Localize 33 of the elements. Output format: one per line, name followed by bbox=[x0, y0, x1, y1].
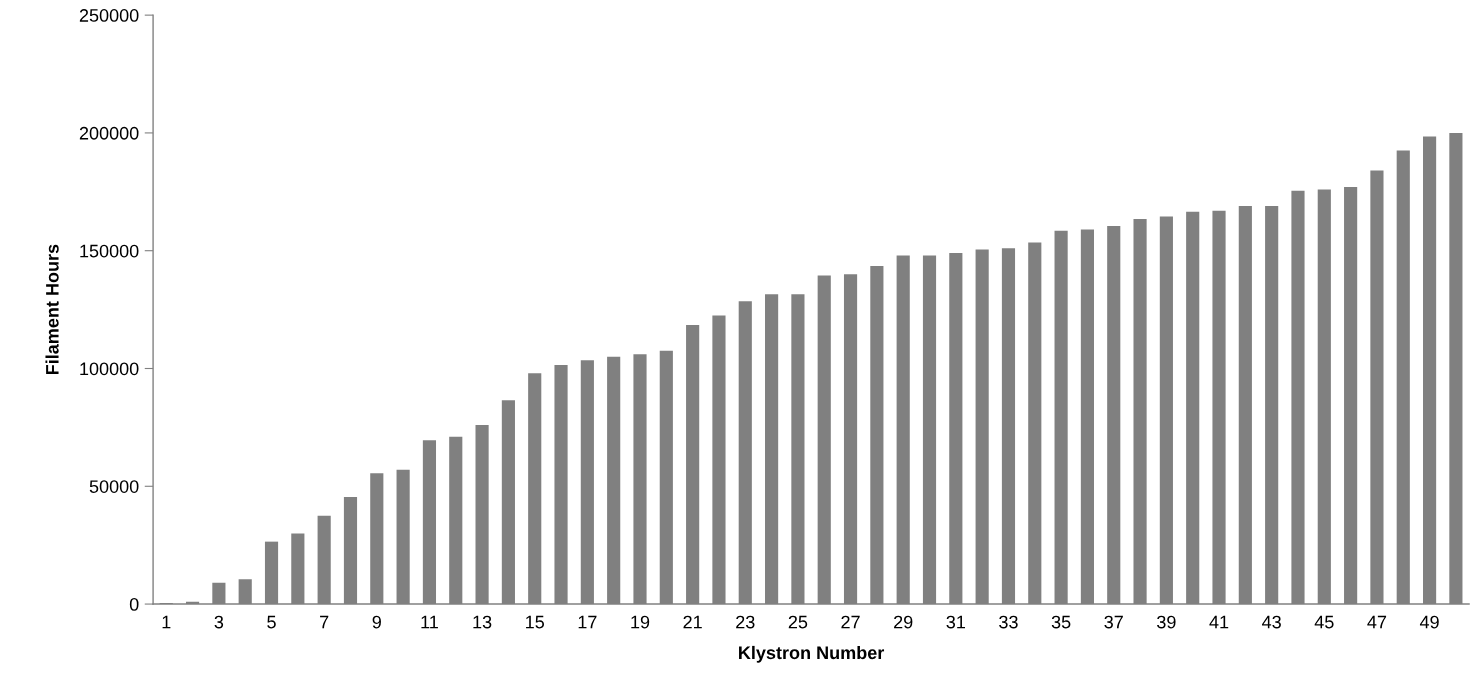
x-tick-label: 39 bbox=[1157, 615, 1176, 629]
x-tick-label: 3 bbox=[214, 615, 224, 629]
x-tick-label: 43 bbox=[1262, 615, 1281, 629]
x-tick-label: 45 bbox=[1314, 615, 1334, 629]
x-tick-label: 13 bbox=[473, 615, 492, 629]
x-tick-label: 31 bbox=[946, 615, 965, 629]
x-tick-label: 9 bbox=[372, 615, 381, 629]
x-tick-label: 47 bbox=[1367, 615, 1387, 629]
x-tick-label: 37 bbox=[1104, 615, 1123, 629]
x-tick-label: 41 bbox=[1209, 615, 1229, 629]
y-tick-label: 50000 bbox=[89, 480, 139, 493]
x-tick-label: 35 bbox=[1051, 615, 1071, 629]
x-tick-label: 27 bbox=[841, 615, 860, 629]
x-tick-label: 29 bbox=[894, 615, 913, 629]
y-axis-title: Filament Hours bbox=[45, 244, 59, 375]
x-axis-title: Klystron Number bbox=[739, 645, 885, 663]
x-tick-label: 25 bbox=[788, 615, 808, 629]
y-tick-label: 150000 bbox=[80, 244, 139, 258]
x-tick-label: 49 bbox=[1419, 615, 1439, 629]
x-tick-label: 1 bbox=[162, 615, 171, 629]
x-tick-label: 15 bbox=[526, 615, 544, 629]
x-tick-label: 23 bbox=[736, 615, 755, 629]
y-tick-label: 200000 bbox=[79, 126, 139, 140]
x-tick-label: 33 bbox=[999, 615, 1018, 629]
x-tick-label: 11 bbox=[421, 615, 438, 629]
x-tick-label: 7 bbox=[320, 615, 329, 629]
x-tick-label: 17 bbox=[578, 615, 597, 629]
x-tick-label: 21 bbox=[683, 615, 702, 629]
y-tick-label: 0 bbox=[129, 598, 139, 611]
x-tick-label: 19 bbox=[631, 615, 650, 629]
y-tick-label: 250000 bbox=[79, 9, 139, 22]
x-tick-label: 5 bbox=[267, 615, 276, 629]
y-tick-label: 100000 bbox=[80, 362, 139, 376]
